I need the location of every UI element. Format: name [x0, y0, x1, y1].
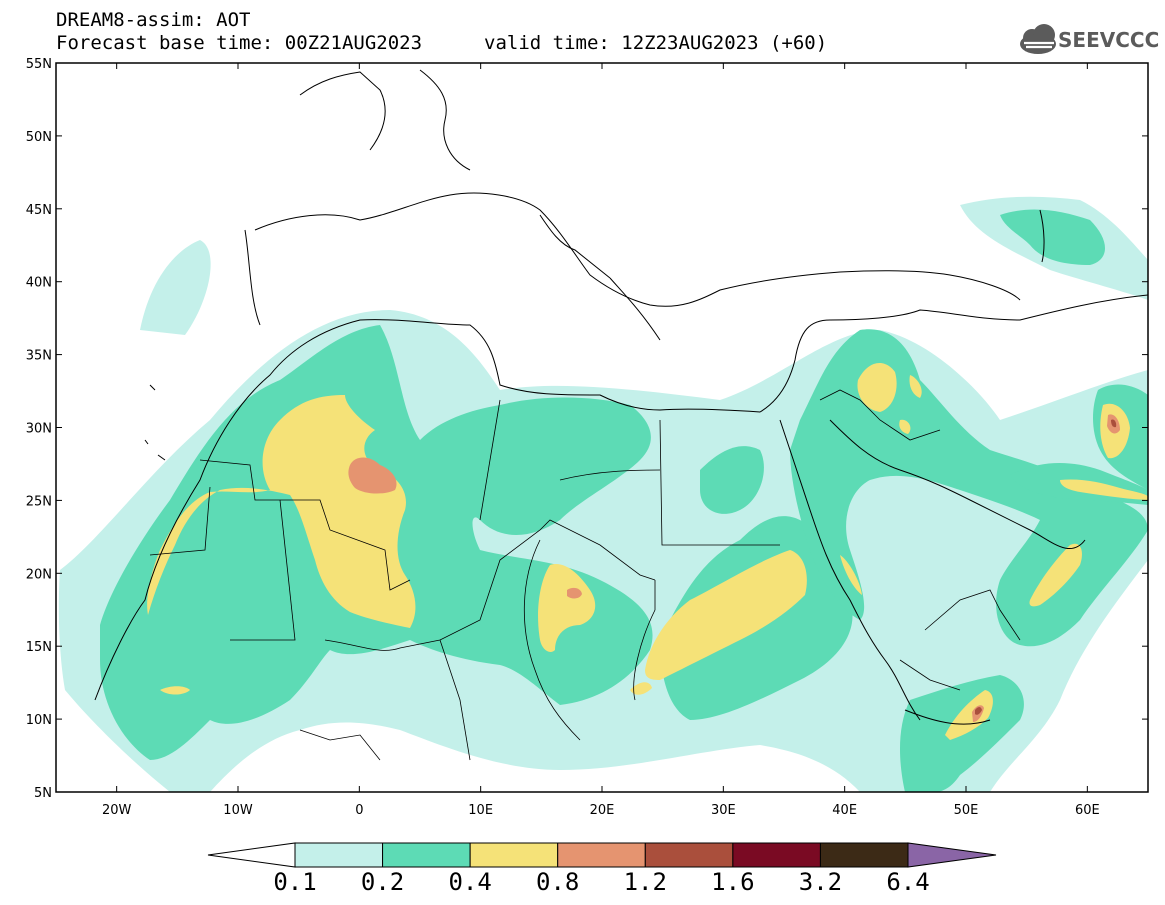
- colorbar-segment: [469, 842, 559, 868]
- lon-tick-label: 40E: [832, 803, 857, 818]
- lat-tick-label: 30N: [26, 422, 52, 437]
- colorbar-segment: [557, 842, 646, 868]
- logo-text: SEEVCCC: [1058, 28, 1160, 52]
- colorbar-segment: [644, 842, 734, 868]
- lat-tick-label: 20N: [26, 567, 52, 582]
- colorbar-label: 1.2: [623, 868, 667, 896]
- colorbar-segment: [732, 842, 821, 868]
- colorbar-label: 0.2: [360, 868, 405, 896]
- colorbar-under-triangle: [207, 842, 296, 868]
- colorbar-label: 0.1: [273, 868, 317, 896]
- lat-tick-label: 5N: [34, 786, 52, 801]
- colorbar-label: 6.4: [886, 868, 930, 896]
- lon-tick-label: 20E: [590, 803, 615, 818]
- colorbar-segment: [294, 842, 384, 868]
- lat-tick-label: 40N: [26, 276, 52, 291]
- lon-tick-label: 60E: [1075, 803, 1100, 818]
- colorbar-label: 3.2: [798, 868, 843, 896]
- lat-tick-label: 25N: [26, 494, 52, 509]
- colorbar-segment: [819, 842, 909, 868]
- cloud-logo-icon: [1020, 24, 1056, 54]
- colorbar-label: 0.8: [536, 868, 580, 896]
- valid-time: valid time: 12Z23AUG2023 (+60): [484, 32, 828, 54]
- lat-tick-label: 50N: [26, 130, 52, 145]
- lon-tick-label: 0: [355, 803, 363, 818]
- lat-tick-label: 45N: [26, 203, 52, 218]
- lon-tick-label: 10E: [468, 803, 493, 818]
- borders: [149, 389, 1021, 761]
- colorbar-label: 0.4: [448, 868, 492, 896]
- colorbar-label: 1.6: [711, 868, 755, 896]
- lon-tick-label: 50E: [954, 803, 979, 818]
- lon-tick-label: 20W: [102, 803, 132, 818]
- coastlines: [94, 69, 1148, 725]
- lon-tick-label: 30E: [711, 803, 736, 818]
- lon-tick-label: 10W: [223, 803, 253, 818]
- colorbar: [207, 842, 997, 868]
- forecast-base-time: Forecast base time: 00Z21AUG2023: [56, 32, 423, 54]
- colorbar-segment: [382, 842, 471, 868]
- aot-field: [58, 69, 1148, 792]
- lat-tick-label: 10N: [26, 713, 52, 728]
- lat-tick-label: 15N: [26, 640, 52, 655]
- lat-tick-label: 55N: [26, 57, 52, 72]
- lat-tick-label: 35N: [26, 349, 52, 364]
- latitude-axis: 55N 50N 45N 40N 35N 30N 25N 20N 15N 10N 5N: [26, 57, 1148, 801]
- longitude-axis: 20W 10W 0 10E 20E 30E 40E 50E 60E: [102, 63, 1100, 818]
- map-title: DREAM8-assim: AOT: [56, 9, 251, 31]
- colorbar-over-triangle: [907, 842, 997, 868]
